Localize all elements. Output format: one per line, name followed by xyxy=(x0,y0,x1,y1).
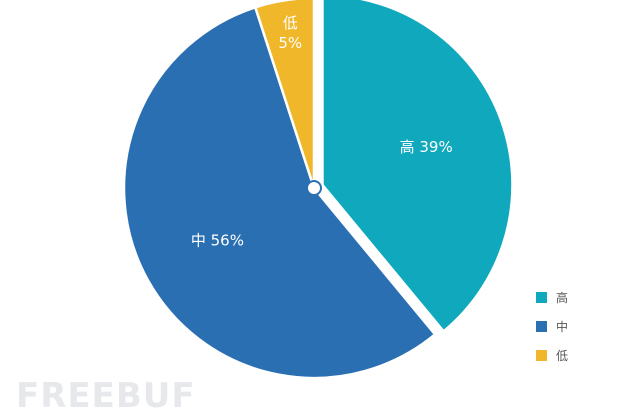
slice-label-medium: 中 56% xyxy=(191,232,244,250)
pie-slice-low xyxy=(254,0,316,190)
pie-slice-high xyxy=(321,0,514,333)
slice-label-high: 高 39% xyxy=(400,138,453,156)
legend-item-medium: 中 xyxy=(536,319,569,334)
legend-item-high: 高 xyxy=(536,290,569,305)
legend-swatch-medium xyxy=(536,320,547,332)
pie-labels: 高 39% 中 56% 低 5% xyxy=(191,14,453,250)
watermark: FREEBUF xyxy=(16,376,196,416)
pie-slice-medium xyxy=(122,6,437,380)
legend-label-high: 高 xyxy=(556,290,569,305)
slice-label-low: 低 5% xyxy=(278,14,302,52)
pie-center-dot xyxy=(306,180,322,196)
legend-label-medium: 中 xyxy=(556,319,569,334)
legend: 高 中 低 xyxy=(536,290,568,377)
legend-swatch-low xyxy=(536,349,547,361)
legend-item-low: 低 xyxy=(536,348,569,363)
legend-label-low: 低 xyxy=(556,348,569,363)
legend-swatch-high xyxy=(536,291,547,303)
pie-slices xyxy=(122,0,514,380)
